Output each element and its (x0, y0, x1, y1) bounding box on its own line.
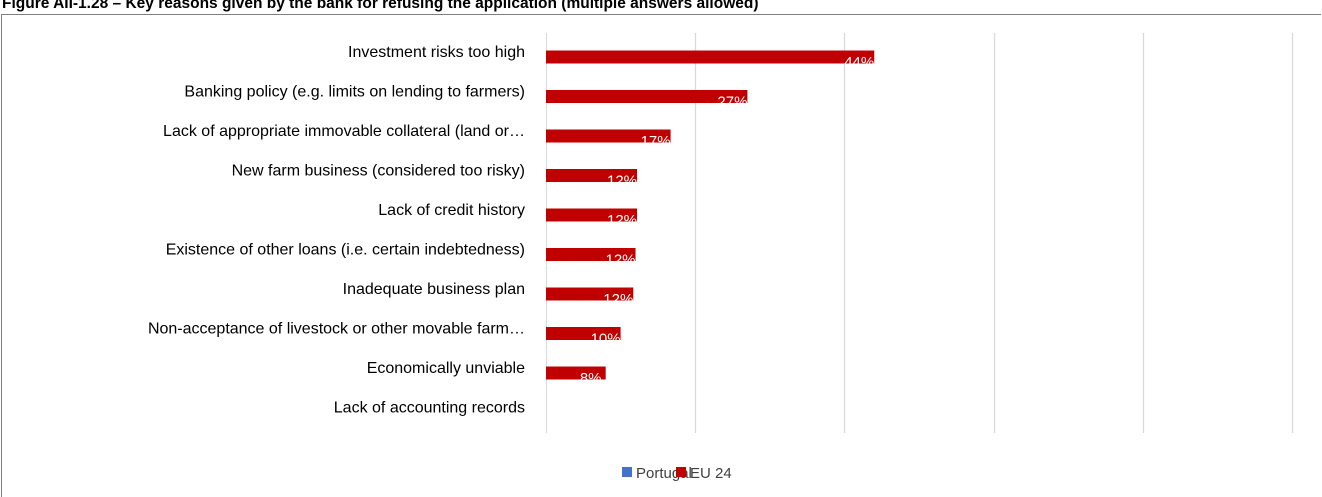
bar-eu24 (546, 248, 636, 261)
data-label: 12% (607, 173, 637, 190)
data-label: 10% (591, 331, 621, 348)
data-label: 27% (717, 94, 747, 111)
figure-title: Figure AII-1.28 – Key reasons given by t… (2, 0, 759, 12)
data-label: 8% (580, 370, 602, 387)
bar-eu24 (546, 327, 621, 340)
bar-eu24 (546, 90, 748, 103)
category-label: Investment risks too high (348, 44, 525, 61)
chart-frame (1, 14, 1321, 497)
data-label: 44% (844, 54, 874, 71)
category-label: Banking policy (e.g. limits on lending t… (184, 84, 525, 101)
bar-eu24 (546, 50, 875, 64)
data-label: 12% (603, 291, 633, 308)
category-label: Inadequate business plan (343, 281, 525, 298)
category-label: Non-acceptance of livestock or other mov… (148, 321, 525, 338)
legend-swatch-eu24 (676, 467, 686, 477)
category-label: Economically unviable (367, 360, 525, 377)
legend-label-eu24: EU 24 (690, 465, 732, 482)
legend-swatch-portugal (622, 467, 632, 477)
category-label: Lack of credit history (378, 202, 525, 219)
data-label: 12% (607, 212, 637, 229)
category-label: Existence of other loans (i.e. certain i… (166, 242, 525, 259)
bar-eu24 (546, 287, 634, 301)
category-label: Lack of appropriate immovable collateral… (163, 123, 525, 140)
bar-eu24 (546, 169, 638, 182)
bar-eu24 (546, 366, 606, 380)
data-label: 17% (641, 133, 671, 150)
data-label: 12% (606, 252, 636, 269)
bar-eu24 (546, 129, 671, 143)
category-label: Lack of accounting records (334, 400, 525, 417)
category-label: New farm business (considered too risky) (232, 163, 525, 180)
bar-eu24 (546, 208, 638, 222)
